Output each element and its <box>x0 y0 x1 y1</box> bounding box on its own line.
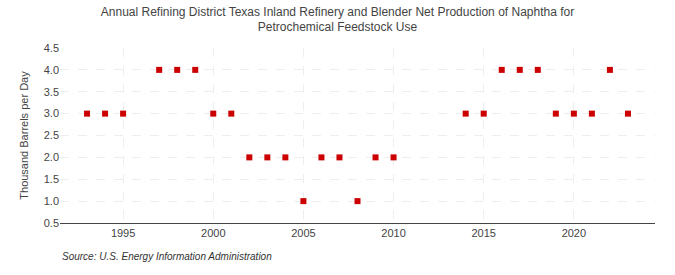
svg-text:1.0: 1.0 <box>44 195 59 207</box>
svg-text:4.0: 4.0 <box>44 64 59 76</box>
svg-text:3.5: 3.5 <box>44 86 59 98</box>
svg-text:Annual Refining District Texas: Annual Refining District Texas Inland Re… <box>101 5 574 35</box>
svg-text:4.5: 4.5 <box>44 42 59 54</box>
svg-text:2015: 2015 <box>471 227 495 239</box>
svg-text:Thousand Barrels per Day: Thousand Barrels per Day <box>18 71 30 200</box>
svg-text:2005: 2005 <box>291 227 315 239</box>
svg-text:Source: U.S. Energy Informatio: Source: U.S. Energy Information Administ… <box>62 251 272 262</box>
svg-text:2.5: 2.5 <box>44 129 59 141</box>
svg-text:2020: 2020 <box>562 227 586 239</box>
svg-text:2.0: 2.0 <box>44 151 59 163</box>
svg-text:3.0: 3.0 <box>44 107 59 119</box>
svg-text:0.5: 0.5 <box>44 217 59 229</box>
svg-text:2000: 2000 <box>201 227 225 239</box>
svg-text:2010: 2010 <box>381 227 405 239</box>
svg-text:1.5: 1.5 <box>44 173 59 185</box>
svg-text:1995: 1995 <box>111 227 135 239</box>
